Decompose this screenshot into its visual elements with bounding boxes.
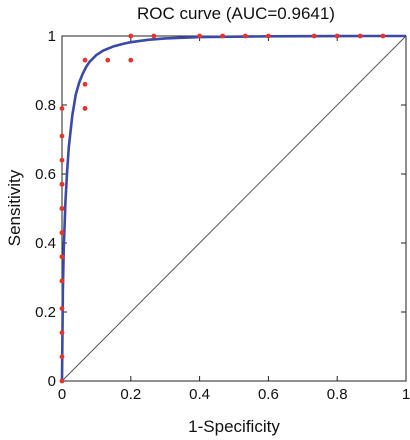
roc-point: [266, 33, 271, 39]
x-tick-label: 1: [402, 386, 410, 403]
roc-point: [59, 157, 65, 163]
roc-point: [357, 33, 363, 39]
roc-point: [334, 33, 340, 39]
roc-point: [82, 81, 88, 87]
roc-point: [59, 378, 65, 384]
roc-point: [59, 181, 65, 187]
roc-point: [82, 57, 88, 63]
empirical-roc-points: [59, 33, 386, 384]
roc-point: [59, 206, 65, 211]
x-tick-label: 0.2: [120, 386, 141, 403]
roc-point: [151, 33, 157, 39]
y-tick-label: 1: [48, 28, 56, 45]
x-tick-label: 0.6: [258, 386, 279, 403]
roc-point: [59, 278, 65, 284]
roc-point: [311, 33, 317, 39]
roc-point: [128, 33, 134, 39]
y-tick-label: 0.8: [35, 97, 56, 114]
axis-tick-labels: 0 0.2 0.4 0.6 0.8 1 0 0.2 0.4 0.6 0.8 1: [35, 28, 410, 403]
roc-point: [59, 254, 65, 260]
roc-point: [59, 133, 65, 139]
roc-point: [128, 57, 134, 63]
roc-point: [59, 106, 65, 111]
chance-diagonal-line: [61, 35, 407, 382]
fitted-roc-curve: [60, 34, 406, 382]
roc-point: [105, 57, 111, 63]
roc-point: [380, 33, 386, 39]
y-axis-label: Sensitivity: [5, 169, 24, 246]
chart-title: ROC curve (AUC=0.9641): [137, 4, 335, 23]
roc-point: [59, 306, 65, 311]
x-tick-label: 0.4: [189, 386, 210, 403]
roc-point: [59, 354, 65, 360]
x-tick-label: 0.8: [327, 386, 348, 403]
y-tick-label: 0: [48, 373, 56, 390]
roc-point: [59, 230, 65, 236]
roc-point: [220, 33, 226, 39]
y-tick-label: 0.6: [35, 166, 56, 183]
roc-point: [59, 330, 65, 336]
y-tick-label: 0.4: [35, 235, 56, 252]
y-tick-label: 0.2: [35, 304, 56, 321]
roc-point: [197, 33, 203, 39]
roc-point: [82, 106, 88, 111]
roc-point: [242, 33, 248, 39]
x-axis-label: 1-Specificity: [188, 417, 280, 436]
x-tick-label: 0: [58, 386, 66, 403]
